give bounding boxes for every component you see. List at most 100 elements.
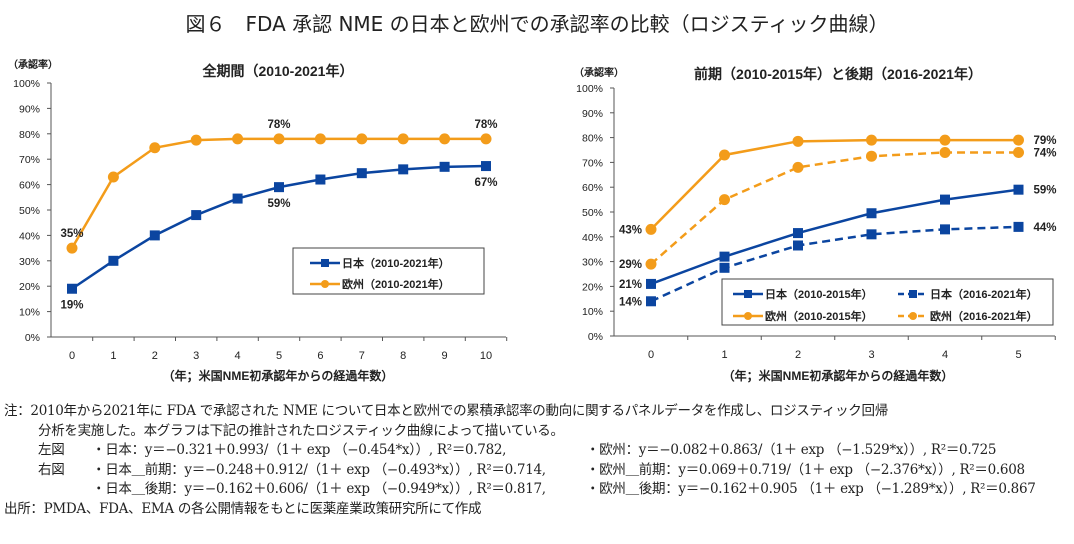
y-tick-label: 70%	[582, 157, 603, 169]
legend-label: 日本（2010-2021年）	[342, 256, 450, 270]
data-point-circle	[645, 223, 657, 235]
data-point-square	[232, 193, 243, 204]
y-tick-label: 40%	[582, 232, 603, 244]
y-axis-label: （承認率）	[8, 58, 58, 71]
chart-1: 前期（2010-2015年）と後期（2016-2021年） （承認率） （年；米国N…	[574, 66, 1057, 383]
legend-label: 日本（2010-2015年）	[765, 287, 873, 301]
legend-marker-circle	[744, 312, 752, 320]
x-tick-label: 4	[235, 350, 241, 362]
data-label: 74%	[1034, 147, 1057, 159]
x-tick-label: 2	[152, 350, 158, 362]
legend-label: 欧州（2010-2015年）	[765, 309, 873, 323]
data-point-square	[67, 283, 77, 294]
notes: 注：2010年から2021年に FDA で承認された NME について日本と欧州…	[4, 402, 1036, 519]
data-point-circle	[480, 133, 492, 145]
x-tick-label: 3	[868, 349, 874, 361]
chart-0: 全期間（2010-2021年） （承認率） （年；米国NME初承認年からの経過年数）…	[8, 58, 508, 383]
data-point-circle	[939, 134, 951, 146]
series-line-0	[650, 188, 1019, 286]
right-label: 右図	[38, 461, 65, 478]
data-point-circle	[939, 146, 951, 158]
data-point-square	[646, 278, 656, 289]
left-label: 左図	[38, 442, 65, 458]
data-label: 19%	[60, 300, 83, 312]
x-tick-label: 5	[276, 350, 282, 362]
data-point-square	[274, 182, 284, 193]
y-tick-label: 0%	[25, 332, 40, 344]
y-tick-label: 90%	[582, 108, 603, 120]
right-eu-early-formula: ・欧州＿前期：y＝0.069＋0.719/（1＋ exp （−2.376*x））…	[586, 461, 1025, 478]
data-point-circle	[645, 258, 657, 270]
data-label: 29%	[619, 259, 642, 271]
charts: 全期間（2010-2021年） （承認率） （年；米国NME初承認年からの経過年数）…	[8, 58, 1057, 383]
data-label: 78%	[474, 119, 497, 131]
x-tick-label: 7	[359, 350, 365, 362]
data-point-circle	[719, 149, 730, 161]
x-tick-label: 6	[317, 350, 323, 362]
data-label: 43%	[619, 224, 642, 236]
x-tick-label: 4	[942, 349, 948, 361]
y-tick-label: 20%	[19, 281, 40, 293]
legend-marker-square	[909, 290, 917, 298]
note-line-1: 注：2010年から2021年に FDA で承認された NME について日本と欧州…	[4, 403, 888, 419]
x-tick-label: 2	[795, 349, 801, 361]
x-tick-label: 1	[721, 349, 727, 361]
source-line: 出所：PMDA、FDA、EMA の各公開情報をもとに医薬産業政策研究所にて作成	[4, 500, 482, 517]
x-tick-label: 5	[1015, 349, 1021, 361]
data-point-square	[1013, 184, 1024, 195]
data-point-square	[1013, 221, 1024, 232]
data-label: 21%	[619, 279, 642, 291]
legend-box	[721, 278, 1054, 326]
legend-marker-circle	[909, 312, 917, 320]
legend-label: 日本（2016-2021年）	[930, 287, 1038, 301]
series-line-1	[650, 225, 1019, 303]
right-jp-late-formula: ・日本＿後期：y＝−0.162＋0.606/（1＋ exp （−0.949*x）…	[92, 481, 546, 497]
x-axis-label: （年；米国NME初承認年からの経過年数）	[723, 368, 954, 383]
data-label: 59%	[1034, 185, 1057, 197]
y-tick-label: 0%	[588, 331, 603, 343]
data-point-circle	[356, 133, 368, 145]
data-label: 59%	[267, 198, 290, 210]
data-point-circle	[149, 142, 161, 154]
data-label: 35%	[60, 228, 83, 240]
y-tick-label: 40%	[19, 230, 40, 242]
data-point-square	[646, 296, 656, 307]
x-tick-label: 10	[480, 350, 492, 362]
y-tick-label: 10%	[19, 307, 40, 319]
y-axis-label: （承認率）	[574, 66, 624, 79]
data-point-square	[940, 224, 950, 235]
x-tick-label: 3	[193, 350, 199, 362]
data-point-circle	[719, 194, 730, 206]
data-point-circle	[314, 133, 326, 145]
data-point-circle	[792, 161, 804, 173]
series-line-2	[650, 138, 1019, 231]
x-tick-label: 1	[110, 350, 116, 362]
legend-marker-square	[321, 259, 329, 267]
data-point-square	[940, 194, 950, 205]
left-eu-formula: ・欧州：y＝−0.082＋0.863/（1＋ exp （−1.529*x））, …	[586, 442, 997, 458]
data-point-circle	[232, 133, 244, 145]
legend-label: 欧州（2016-2021年）	[930, 309, 1038, 323]
y-tick-label: 80%	[582, 133, 603, 145]
data-label: 67%	[474, 177, 497, 189]
x-tick-label: 9	[442, 350, 448, 362]
y-tick-label: 10%	[582, 306, 603, 318]
data-point-square	[793, 240, 803, 251]
data-point-circle	[190, 134, 202, 146]
legend-marker-square	[744, 290, 752, 298]
data-label: 79%	[1034, 135, 1057, 147]
data-point-circle	[1013, 134, 1024, 146]
x-tick-label: 8	[400, 350, 406, 362]
data-point-circle	[273, 133, 285, 145]
legend-marker-circle	[321, 280, 329, 288]
x-axis-label: （年；米国NME初承認年からの経過年数）	[163, 368, 394, 383]
y-tick-label: 100%	[13, 78, 40, 90]
series-line-3	[650, 151, 1019, 266]
series-line-1	[70, 137, 486, 249]
data-point-square	[481, 161, 491, 172]
data-point-circle	[866, 150, 877, 162]
data-point-circle	[792, 135, 804, 147]
x-tick-label: 0	[648, 349, 654, 361]
data-point-circle	[397, 133, 409, 145]
data-point-square	[439, 161, 450, 172]
